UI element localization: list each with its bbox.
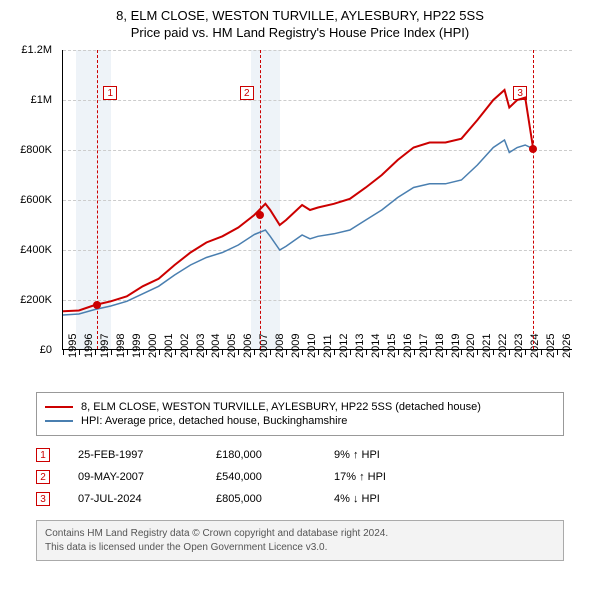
series-line-hpi bbox=[63, 140, 533, 315]
x-tick bbox=[493, 350, 494, 355]
x-tick bbox=[509, 350, 510, 355]
sale-date: 25-FEB-1997 bbox=[78, 449, 188, 461]
x-tick bbox=[446, 350, 447, 355]
x-tick bbox=[111, 350, 112, 355]
footnote-box: Contains HM Land Registry data © Crown c… bbox=[36, 520, 564, 561]
y-axis-label: £1M bbox=[31, 94, 52, 106]
sale-diff: 17% ↑ HPI bbox=[334, 471, 386, 483]
y-axis-label: £600K bbox=[20, 194, 52, 206]
x-tick bbox=[334, 350, 335, 355]
x-tick bbox=[382, 350, 383, 355]
sales-row: 2 09-MAY-2007 £540,000 17% ↑ HPI bbox=[36, 466, 564, 488]
sales-row: 3 07-JUL-2024 £805,000 4% ↓ HPI bbox=[36, 488, 564, 510]
legend-item: HPI: Average price, detached house, Buck… bbox=[45, 415, 555, 427]
x-tick bbox=[430, 350, 431, 355]
x-tick bbox=[302, 350, 303, 355]
title-block: 8, ELM CLOSE, WESTON TURVILLE, AYLESBURY… bbox=[10, 8, 590, 40]
x-tick bbox=[286, 350, 287, 355]
x-tick bbox=[557, 350, 558, 355]
y-axis-label: £200K bbox=[20, 294, 52, 306]
footnote-line: This data is licensed under the Open Gov… bbox=[45, 541, 555, 555]
y-axis-label: £400K bbox=[20, 244, 52, 256]
x-tick bbox=[222, 350, 223, 355]
x-tick bbox=[191, 350, 192, 355]
x-tick bbox=[206, 350, 207, 355]
x-tick bbox=[541, 350, 542, 355]
x-tick bbox=[238, 350, 239, 355]
x-tick bbox=[127, 350, 128, 355]
sale-dot bbox=[256, 211, 264, 219]
sales-row: 1 25-FEB-1997 £180,000 9% ↑ HPI bbox=[36, 444, 564, 466]
series-svg bbox=[63, 50, 573, 350]
series-line-property bbox=[63, 90, 533, 311]
sale-dot bbox=[529, 145, 537, 153]
sale-price: £180,000 bbox=[216, 449, 306, 461]
x-tick bbox=[350, 350, 351, 355]
sale-row-badge: 3 bbox=[36, 492, 50, 506]
sale-row-badge: 2 bbox=[36, 470, 50, 484]
sales-table: 1 25-FEB-1997 £180,000 9% ↑ HPI 2 09-MAY-2007… bbox=[36, 444, 564, 510]
sale-row-badge: 1 bbox=[36, 448, 50, 462]
footnote-line: Contains HM Land Registry data © Crown c… bbox=[45, 527, 555, 541]
sale-diff: 9% ↑ HPI bbox=[334, 449, 380, 461]
x-tick bbox=[414, 350, 415, 355]
x-tick bbox=[477, 350, 478, 355]
chart-title: 8, ELM CLOSE, WESTON TURVILLE, AYLESBURY… bbox=[10, 8, 590, 23]
x-tick bbox=[525, 350, 526, 355]
x-tick bbox=[398, 350, 399, 355]
legend-label: HPI: Average price, detached house, Buck… bbox=[81, 415, 347, 427]
x-tick bbox=[79, 350, 80, 355]
x-tick bbox=[461, 350, 462, 355]
x-tick bbox=[366, 350, 367, 355]
sale-date: 07-JUL-2024 bbox=[78, 493, 188, 505]
x-tick bbox=[270, 350, 271, 355]
sale-price: £805,000 bbox=[216, 493, 306, 505]
sale-price: £540,000 bbox=[216, 471, 306, 483]
chart-container: 8, ELM CLOSE, WESTON TURVILLE, AYLESBURY… bbox=[0, 0, 600, 590]
y-axis-label: £0 bbox=[40, 344, 52, 356]
y-axis-label: £1.2M bbox=[21, 44, 52, 56]
x-tick bbox=[159, 350, 160, 355]
chart-subtitle: Price paid vs. HM Land Registry's House … bbox=[10, 25, 590, 40]
x-tick bbox=[175, 350, 176, 355]
legend-label: 8, ELM CLOSE, WESTON TURVILLE, AYLESBURY… bbox=[81, 401, 481, 413]
sale-date: 09-MAY-2007 bbox=[78, 471, 188, 483]
legend-swatch bbox=[45, 420, 73, 422]
sale-diff: 4% ↓ HPI bbox=[334, 493, 380, 505]
y-axis-label: £800K bbox=[20, 144, 52, 156]
x-tick bbox=[63, 350, 64, 355]
x-tick bbox=[143, 350, 144, 355]
plot-region: £0£200K£400K£600K£800K£1M£1.2M1995199619… bbox=[62, 50, 572, 350]
x-tick bbox=[95, 350, 96, 355]
sale-dot bbox=[93, 301, 101, 309]
x-tick bbox=[318, 350, 319, 355]
legend-item: 8, ELM CLOSE, WESTON TURVILLE, AYLESBURY… bbox=[45, 401, 555, 413]
x-tick bbox=[254, 350, 255, 355]
legend-box: 8, ELM CLOSE, WESTON TURVILLE, AYLESBURY… bbox=[36, 392, 564, 436]
chart-area: £0£200K£400K£600K£800K£1M£1.2M1995199619… bbox=[20, 46, 580, 386]
legend-swatch bbox=[45, 406, 73, 408]
